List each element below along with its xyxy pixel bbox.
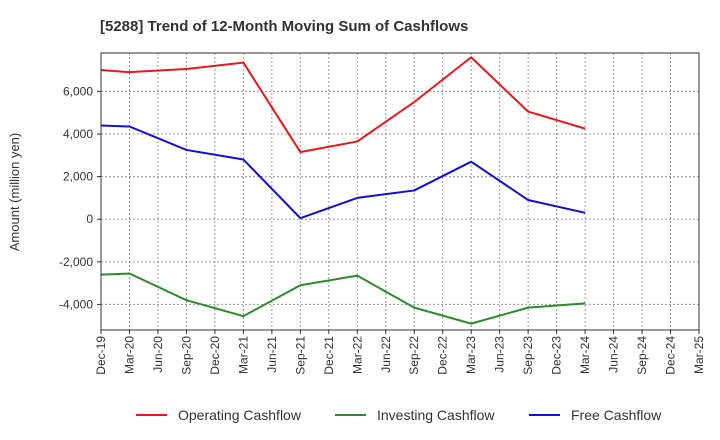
x-tick-label: Jun-23 — [493, 336, 507, 373]
x-tick-labels: Dec-19 Mar-20 Jun-20 Sep-20 Dec-20 Mar-21 Jun-… — [94, 330, 706, 375]
y-tick-label: 4,000 — [63, 127, 93, 141]
y-tick-label: -2,000 — [59, 255, 93, 269]
x-tick-label: Mar-20 — [122, 336, 136, 374]
x-tick-label: Dec-19 — [94, 336, 108, 375]
x-tick-label: Dec-22 — [436, 336, 450, 375]
x-tick-label: Dec-21 — [322, 336, 336, 375]
series-line-operating-cashflow — [100, 56, 586, 154]
x-tick-label: Jun-20 — [151, 336, 165, 373]
plot-frame — [100, 52, 700, 331]
x-tick-label: Mar-24 — [578, 336, 592, 374]
y-axis-title: Amount (million yen) — [7, 133, 22, 252]
legend-label-investing-cashflow: Investing Cashflow — [377, 407, 495, 423]
legend-label-free-cashflow: Free Cashflow — [571, 407, 662, 423]
x-tick-label: Mar-21 — [236, 336, 250, 374]
series-line-free-cashflow — [100, 124, 586, 220]
x-tick-label: Sep-20 — [179, 336, 193, 375]
y-tick-labels: -4,000 -2,000 0 2,000 4,000 6,000 — [59, 84, 101, 311]
x-tick-label: Mar-23 — [464, 336, 478, 374]
y-tick-label: -4,000 — [59, 297, 93, 311]
x-tick-label: Sep-21 — [293, 336, 307, 375]
x-tick-label: Sep-22 — [407, 336, 421, 375]
x-tick-label: Jun-21 — [265, 336, 279, 373]
x-tick-label: Sep-24 — [635, 336, 649, 375]
x-tick-label: Mar-25 — [692, 336, 706, 374]
legend-label-operating-cashflow: Operating Cashflow — [178, 407, 302, 423]
x-tick-label: Dec-24 — [664, 336, 678, 375]
y-tick-label: 6,000 — [63, 84, 93, 98]
x-tick-label: Jun-22 — [379, 336, 393, 373]
y-tick-label: 2,000 — [63, 170, 93, 184]
x-tick-label: Sep-23 — [521, 336, 535, 375]
x-tick-label: Dec-20 — [208, 336, 222, 375]
x-tick-label: Dec-23 — [550, 336, 564, 375]
x-tick-label: Mar-22 — [350, 336, 364, 374]
series-line-investing-cashflow — [100, 272, 586, 325]
series-lines — [100, 56, 586, 325]
x-tick-label: Jun-24 — [607, 336, 621, 373]
legend: Operating Cashflow Investing Cashflow Free… — [136, 407, 662, 423]
chart-title: [5288] Trend of 12-Month Moving Sum of C… — [100, 18, 468, 35]
y-tick-label: 0 — [86, 212, 93, 226]
